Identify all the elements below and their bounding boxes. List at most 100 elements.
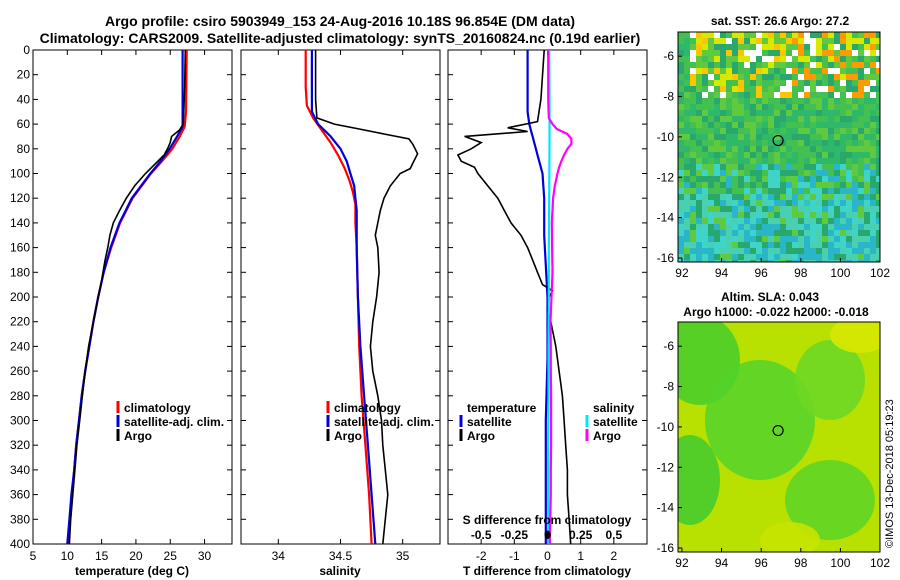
sst-cell xyxy=(852,38,858,44)
sst-cell xyxy=(864,146,870,152)
sst-cell xyxy=(774,38,780,44)
sst-cell xyxy=(708,260,714,262)
sst-cell xyxy=(750,182,756,188)
sst-cell xyxy=(732,242,738,248)
sst-cell xyxy=(744,80,750,86)
sst-cell xyxy=(762,182,768,188)
difference-salinity-legend: salinity satellite Argo xyxy=(585,401,638,443)
sst-cell xyxy=(738,38,744,44)
sst-cell xyxy=(792,188,798,194)
sst-cell xyxy=(786,212,792,218)
sst-cell xyxy=(816,218,822,224)
sst-cell xyxy=(810,44,816,50)
sst-cell xyxy=(804,32,810,38)
sst-cell xyxy=(732,230,738,236)
series-line-climatology xyxy=(304,50,373,544)
sst-cell xyxy=(714,128,720,134)
sst-cell xyxy=(696,122,702,128)
sst-cell xyxy=(774,206,780,212)
sst-cell xyxy=(822,140,828,146)
sst-cell xyxy=(774,176,780,182)
sst-cell xyxy=(684,44,690,50)
sst-cell xyxy=(810,86,816,92)
sst-cell xyxy=(744,254,750,260)
sst-cell xyxy=(804,134,810,140)
sst-cell xyxy=(798,218,804,224)
sst-cell xyxy=(870,248,876,254)
sst-cell xyxy=(768,242,774,248)
sst-cell xyxy=(852,92,858,98)
sst-cell xyxy=(714,56,720,62)
sst-cell xyxy=(816,212,822,218)
sst-cell xyxy=(762,56,768,62)
sla-map-title-line2: Argo h1000: -0.022 h2000: -0.018 xyxy=(683,305,869,319)
sst-cell xyxy=(798,110,804,116)
sst-cell xyxy=(810,254,816,260)
sst-cell xyxy=(852,56,858,62)
sst-cell xyxy=(834,218,840,224)
sst-cell xyxy=(762,200,768,206)
sst-cell xyxy=(738,188,744,194)
sst-cell xyxy=(744,164,750,170)
sst-cell xyxy=(852,158,858,164)
sst-cell xyxy=(840,50,846,56)
sst-cell xyxy=(714,206,720,212)
sst-cell xyxy=(780,164,786,170)
sst-cell xyxy=(864,158,870,164)
sst-cell xyxy=(816,56,822,62)
sst-cell xyxy=(762,38,768,44)
sst-cell xyxy=(708,50,714,56)
sst-cell xyxy=(750,44,756,50)
sst-cell xyxy=(786,170,792,176)
sst-cell xyxy=(876,194,880,200)
sst-cell xyxy=(726,200,732,206)
sst-cell xyxy=(714,242,720,248)
sst-cell xyxy=(792,140,798,146)
sst-cell xyxy=(804,152,810,158)
sst-cell xyxy=(846,98,852,104)
sst-cell xyxy=(810,152,816,158)
imos-stamp: ©IMOS 13-Dec-2018 05:19:23 xyxy=(884,399,896,548)
sst-cell xyxy=(846,188,852,194)
sst-cell xyxy=(750,218,756,224)
sst-cell xyxy=(714,200,720,206)
sst-cell xyxy=(828,164,834,170)
sst-cell xyxy=(744,92,750,98)
sst-cell xyxy=(696,146,702,152)
sst-cell xyxy=(732,158,738,164)
sst-cell xyxy=(804,200,810,206)
sst-cell xyxy=(762,32,768,38)
sst-cell xyxy=(864,224,870,230)
sst-cell xyxy=(756,74,762,80)
sst-cell xyxy=(690,176,696,182)
depth-tick-label: 340 xyxy=(10,463,30,477)
sst-cell xyxy=(678,224,684,230)
sst-cell xyxy=(834,158,840,164)
sst-cell xyxy=(834,164,840,170)
sst-cell xyxy=(858,188,864,194)
sst-cell xyxy=(726,218,732,224)
sst-cell xyxy=(792,50,798,56)
sst-cell xyxy=(780,86,786,92)
sst-cell xyxy=(720,80,726,86)
sst-cell xyxy=(690,206,696,212)
sst-cell xyxy=(732,218,738,224)
sst-cell xyxy=(840,200,846,206)
sst-cell xyxy=(792,128,798,134)
sst-cell xyxy=(684,38,690,44)
sst-cell xyxy=(756,110,762,116)
sst-cell xyxy=(780,170,786,176)
sst-cell xyxy=(732,188,738,194)
sst-cell xyxy=(786,50,792,56)
sst-cell xyxy=(792,230,798,236)
sst-cell xyxy=(708,116,714,122)
sst-cell xyxy=(864,56,870,62)
sst-cell xyxy=(876,44,880,50)
sst-cell xyxy=(822,98,828,104)
sst-cell xyxy=(774,158,780,164)
legend-label-satellite: satellite xyxy=(467,415,512,429)
sst-cell xyxy=(846,152,852,158)
sst-cell xyxy=(696,98,702,104)
sst-cell xyxy=(852,146,858,152)
sst-cell xyxy=(810,224,816,230)
